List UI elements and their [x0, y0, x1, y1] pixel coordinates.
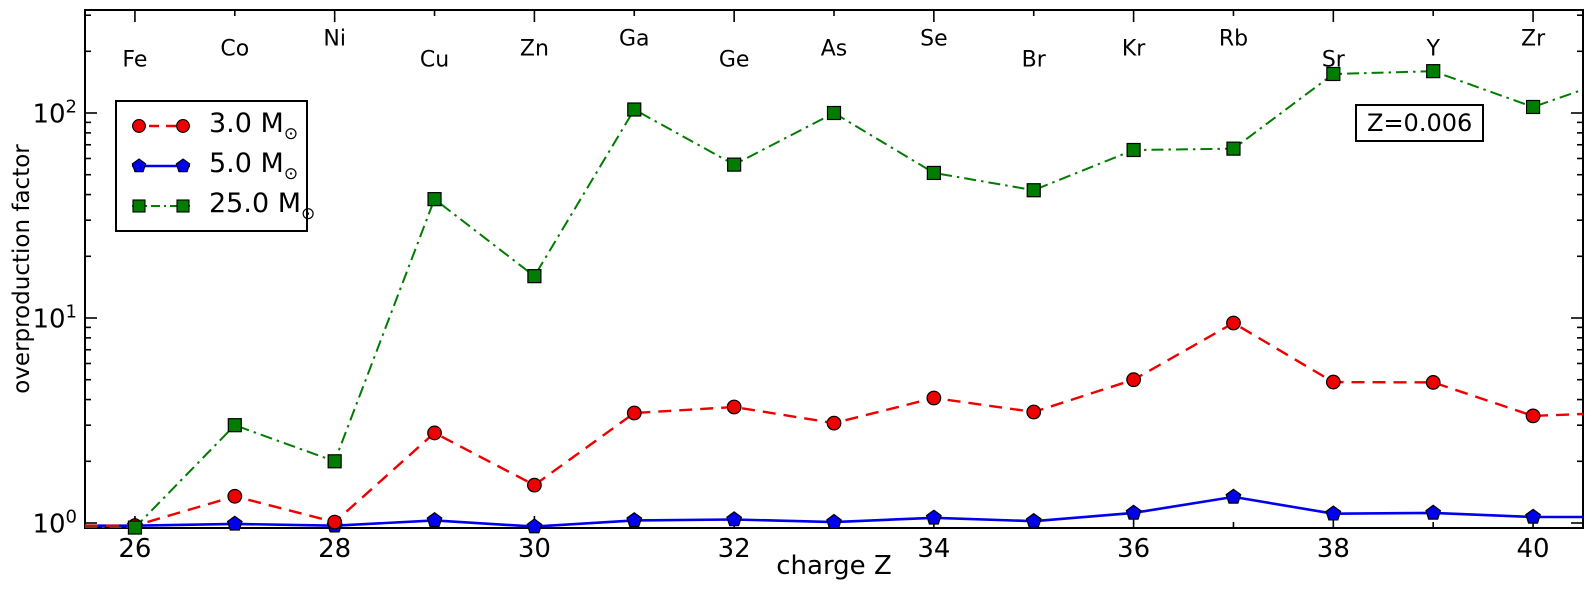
data-point-marker — [1225, 488, 1242, 504]
data-point-marker — [627, 102, 642, 117]
x-tick-label: 26 — [118, 534, 152, 564]
legend-marker — [132, 119, 146, 133]
data-point-marker — [1426, 64, 1441, 79]
legend-item: 3.0 M⊙ — [129, 108, 298, 144]
legend-marker — [176, 199, 190, 213]
plot-frame — [84, 9, 1584, 529]
element-label: Fe — [122, 47, 148, 73]
data-point-marker — [527, 269, 542, 284]
x-tick-label: 28 — [318, 534, 352, 564]
data-point-marker — [1026, 183, 1041, 198]
data-point-marker — [726, 399, 742, 415]
data-point-marker — [1126, 142, 1141, 158]
x-axis-title: charge Z — [776, 551, 892, 581]
legend-marker-line — [132, 119, 190, 133]
legend-label: 5.0 M⊙ — [209, 148, 299, 184]
element-label: Cu — [419, 47, 450, 73]
element-label: Zr — [1521, 26, 1546, 52]
x-tick-label: 30 — [517, 534, 551, 564]
element-label: Zn — [519, 36, 549, 62]
x-tick-label: 40 — [1516, 534, 1550, 564]
y-axis-title: overproduction factor — [9, 144, 35, 394]
data-point-marker — [926, 390, 942, 406]
data-point-marker — [626, 512, 643, 528]
series-line-25-0-m — [85, 70, 1583, 528]
element-label: Rb — [1218, 26, 1249, 52]
legend-item: 5.0 M⊙ — [129, 148, 298, 184]
data-point-marker — [1226, 315, 1241, 331]
element-label: Se — [920, 26, 948, 52]
data-point-marker — [327, 454, 342, 469]
data-point-marker — [227, 488, 243, 504]
metallicity-annotation: Z=0.006 — [1355, 104, 1485, 142]
data-point-marker — [826, 105, 842, 121]
data-point-marker — [127, 520, 143, 535]
data-point-marker — [327, 514, 343, 530]
data-point-marker — [1325, 374, 1341, 390]
legend-marker-line — [132, 199, 190, 213]
data-point-marker — [1326, 66, 1341, 82]
data-point-marker — [1125, 504, 1142, 520]
data-point-marker — [427, 192, 442, 207]
legend-label: 3.0 M⊙ — [209, 108, 299, 144]
data-point-marker — [426, 512, 443, 528]
data-point-marker — [1425, 504, 1442, 520]
data-point-marker — [1425, 375, 1441, 390]
y-tick-label: 100 — [32, 506, 77, 540]
data-point-marker — [427, 425, 442, 441]
element-label: Br — [1021, 47, 1046, 73]
legend: 3.0 M⊙ 5.0 M⊙ 25.0 M⊙ — [115, 100, 315, 232]
data-point-marker — [526, 518, 543, 534]
data-point-marker — [726, 511, 743, 527]
legend-marker — [132, 199, 146, 213]
element-label: As — [820, 36, 848, 62]
element-label: Ge — [718, 47, 750, 73]
data-point-marker — [1525, 408, 1541, 424]
data-point-marker — [1026, 404, 1042, 420]
data-point-marker — [925, 509, 942, 525]
data-point-marker — [1126, 372, 1141, 388]
x-tick-label: 36 — [1117, 534, 1151, 564]
x-tick-label: 38 — [1316, 534, 1350, 564]
data-point-marker — [826, 513, 842, 529]
data-point-marker — [1226, 141, 1241, 156]
x-tick-label: 34 — [917, 534, 951, 564]
data-point-marker — [1525, 508, 1542, 524]
legend-label: 25.0 M⊙ — [209, 188, 316, 224]
element-label: Sr — [1321, 47, 1345, 73]
y-tick-label: 101 — [32, 301, 77, 335]
data-point-marker — [527, 477, 542, 493]
data-point-marker — [727, 157, 742, 172]
element-label: Co — [220, 36, 250, 62]
data-point-marker — [1025, 512, 1042, 529]
element-label: Ga — [619, 26, 650, 52]
legend-marker — [175, 158, 191, 173]
element-label: Y — [1426, 36, 1440, 62]
data-point-marker — [227, 418, 242, 433]
legend-item: 25.0 M⊙ — [129, 188, 315, 224]
data-point-marker — [626, 405, 642, 421]
legend-marker — [131, 158, 147, 173]
data-point-marker — [926, 165, 941, 181]
element-label: Ni — [323, 26, 346, 52]
legend-marker-line — [131, 158, 191, 173]
element-label: Kr — [1121, 36, 1146, 62]
data-point-marker — [1325, 505, 1342, 521]
data-point-marker — [826, 415, 842, 431]
x-tick-label: 32 — [717, 534, 751, 564]
legend-marker — [176, 119, 190, 133]
data-point-marker — [1525, 99, 1541, 115]
y-tick-label: 102 — [32, 96, 77, 130]
data-point-marker — [226, 515, 243, 531]
